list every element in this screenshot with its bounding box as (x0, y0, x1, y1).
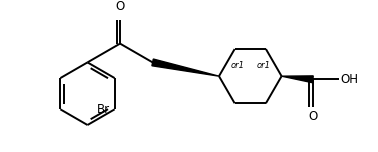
Text: or1: or1 (256, 61, 270, 70)
Text: OH: OH (341, 73, 358, 86)
Polygon shape (282, 76, 313, 83)
Text: Br: Br (97, 104, 110, 116)
Text: or1: or1 (230, 61, 244, 70)
Polygon shape (152, 59, 219, 76)
Text: O: O (308, 110, 318, 123)
Text: O: O (115, 0, 125, 13)
